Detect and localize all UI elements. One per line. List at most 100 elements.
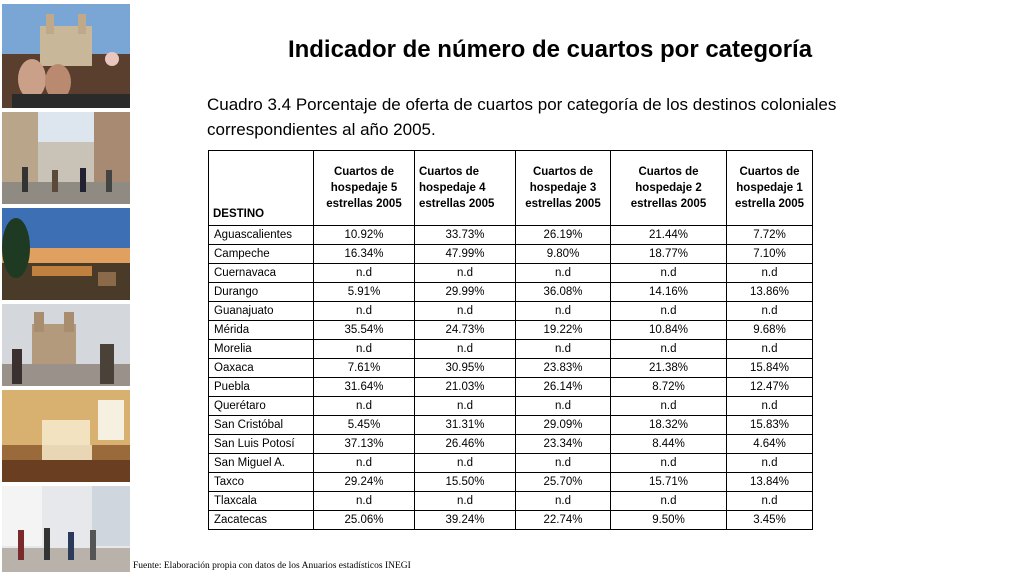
percentage-cell: 3.45%: [726, 510, 813, 530]
table-row: Aguascalientes 10.92% 33.73% 26.19% 21.44% 7.…: [208, 225, 813, 245]
percentage-cell: n.d: [515, 339, 611, 359]
percentage-cell: 36.08%: [515, 282, 611, 302]
percentage-cell: n.d: [414, 491, 516, 511]
percentage-cell: n.d: [313, 453, 415, 473]
percentage-cell: n.d: [515, 453, 611, 473]
percentage-cell: n.d: [610, 339, 727, 359]
table-row: Taxco 29.24% 15.50% 25.70% 15.71% 13.84%: [208, 472, 813, 492]
percentage-cell: n.d: [610, 396, 727, 416]
percentage-cell: 5.45%: [313, 415, 415, 435]
header-1-star: Cuartos de hospedaje 1 estrella 2005: [726, 150, 813, 226]
photo-street-crowd: [2, 112, 130, 204]
percentage-cell: 10.84%: [610, 320, 727, 340]
percentage-cell: n.d: [726, 453, 813, 473]
destination-cell: Zacatecas: [208, 510, 314, 530]
percentage-cell: 47.99%: [414, 244, 516, 264]
destination-cell: Cuernavaca: [208, 263, 314, 283]
table-row: Zacatecas 25.06% 39.24% 22.74% 9.50% 3.45%: [208, 510, 813, 530]
table-row: San Cristóbal 5.45% 31.31% 29.09% 18.32% 15.8…: [208, 415, 813, 435]
table-row: Cuernavaca n.d n.d n.d n.d n.d: [208, 263, 813, 283]
destination-cell: Mérida: [208, 320, 314, 340]
percentage-cell: 15.50%: [414, 472, 516, 492]
percentage-cell: 15.71%: [610, 472, 727, 492]
percentage-cell: 18.77%: [610, 244, 727, 264]
table-row: Puebla 31.64% 21.03% 26.14% 8.72% 12.47%: [208, 377, 813, 397]
table-row: Campeche 16.34% 47.99% 9.80% 18.77% 7.10%: [208, 244, 813, 264]
percentage-cell: 7.72%: [726, 225, 813, 245]
percentage-cell: n.d: [414, 339, 516, 359]
percentage-cell: 21.44%: [610, 225, 727, 245]
header-3-stars: Cuartos de hospedaje 3 estrellas 2005: [515, 150, 611, 226]
percentage-cell: 25.70%: [515, 472, 611, 492]
percentage-cell: n.d: [414, 453, 516, 473]
destination-cell: Durango: [208, 282, 314, 302]
percentage-cell: 29.99%: [414, 282, 516, 302]
destination-cell: San Miguel A.: [208, 453, 314, 473]
photo-hotel-room: [2, 390, 130, 482]
percentage-cell: n.d: [610, 491, 727, 511]
header-5-stars: Cuartos de hospedaje 5 estrellas 2005: [313, 150, 415, 226]
percentage-cell: 9.50%: [610, 510, 727, 530]
destination-cell: Morelia: [208, 339, 314, 359]
percentage-cell: n.d: [515, 396, 611, 416]
table-row: Oaxaca 7.61% 30.95% 23.83% 21.38% 15.84%: [208, 358, 813, 378]
percentage-cell: 22.74%: [515, 510, 611, 530]
page-title: Indicador de número de cuartos por categ…: [287, 36, 813, 63]
destination-cell: Puebla: [208, 377, 314, 397]
photo-street-people: [2, 486, 130, 572]
photo-couple-cathedral: [2, 4, 130, 108]
percentage-cell: n.d: [515, 263, 611, 283]
percentage-cell: 37.13%: [313, 434, 415, 454]
percentage-cell: 9.68%: [726, 320, 813, 340]
percentage-cell: 21.38%: [610, 358, 727, 378]
percentage-cell: n.d: [313, 396, 415, 416]
header-row: DESTINO Cuartos de hospedaje 5 estrellas…: [208, 150, 813, 226]
percentage-cell: 19.22%: [515, 320, 611, 340]
percentage-cell: 7.61%: [313, 358, 415, 378]
percentage-cell: 16.34%: [313, 244, 415, 264]
percentage-cell: n.d: [726, 301, 813, 321]
table-row: Tlaxcala n.d n.d n.d n.d n.d: [208, 491, 813, 511]
percentage-cell: n.d: [313, 301, 415, 321]
percentage-cell: 8.44%: [610, 434, 727, 454]
table-caption: Cuadro 3.4 Porcentaje de oferta de cuart…: [207, 95, 837, 139]
percentage-cell: 29.24%: [313, 472, 415, 492]
photo-church-tourists: [2, 304, 130, 386]
percentage-cell: 8.72%: [610, 377, 727, 397]
percentage-cell: 15.83%: [726, 415, 813, 435]
destination-cell: Guanajuato: [208, 301, 314, 321]
percentage-cell: 23.83%: [515, 358, 611, 378]
percentage-cell: 15.84%: [726, 358, 813, 378]
percentage-cell: n.d: [726, 339, 813, 359]
percentage-cell: 13.86%: [726, 282, 813, 302]
percentage-cell: n.d: [515, 301, 611, 321]
percentage-cell: 18.32%: [610, 415, 727, 435]
percentage-cell: 14.16%: [610, 282, 727, 302]
table-row: San Luis Potosí 37.13% 26.46% 23.34% 8.44% 4.…: [208, 434, 813, 454]
destination-cell: San Luis Potosí: [208, 434, 314, 454]
percentage-cell: 4.64%: [726, 434, 813, 454]
percentage-cell: n.d: [610, 263, 727, 283]
percentage-cell: 9.80%: [515, 244, 611, 264]
source-note: Fuente: Elaboración propia con datos de …: [133, 561, 411, 571]
percentage-cell: n.d: [313, 491, 415, 511]
destination-cell: Tlaxcala: [208, 491, 314, 511]
percentage-cell: n.d: [726, 263, 813, 283]
percentage-cell: n.d: [414, 396, 516, 416]
destination-cell: Oaxaca: [208, 358, 314, 378]
table-row: Morelia n.d n.d n.d n.d n.d: [208, 339, 813, 359]
percentage-cell: n.d: [313, 339, 415, 359]
destination-cell: Aguascalientes: [208, 225, 314, 245]
percentage-cell: 26.14%: [515, 377, 611, 397]
percentage-cell: 31.64%: [313, 377, 415, 397]
percentage-cell: n.d: [313, 263, 415, 283]
table-row: Durango 5.91% 29.99% 36.08% 14.16% 13.86%: [208, 282, 813, 302]
percentage-cell: 5.91%: [313, 282, 415, 302]
percentage-cell: n.d: [726, 396, 813, 416]
percentage-cell: 23.34%: [515, 434, 611, 454]
table-row: Querétaro n.d n.d n.d n.d n.d: [208, 396, 813, 416]
destination-cell: Querétaro: [208, 396, 314, 416]
percentage-cell: 33.73%: [414, 225, 516, 245]
percentage-cell: n.d: [610, 453, 727, 473]
table-row: San Miguel A. n.d n.d n.d n.d n.d: [208, 453, 813, 473]
